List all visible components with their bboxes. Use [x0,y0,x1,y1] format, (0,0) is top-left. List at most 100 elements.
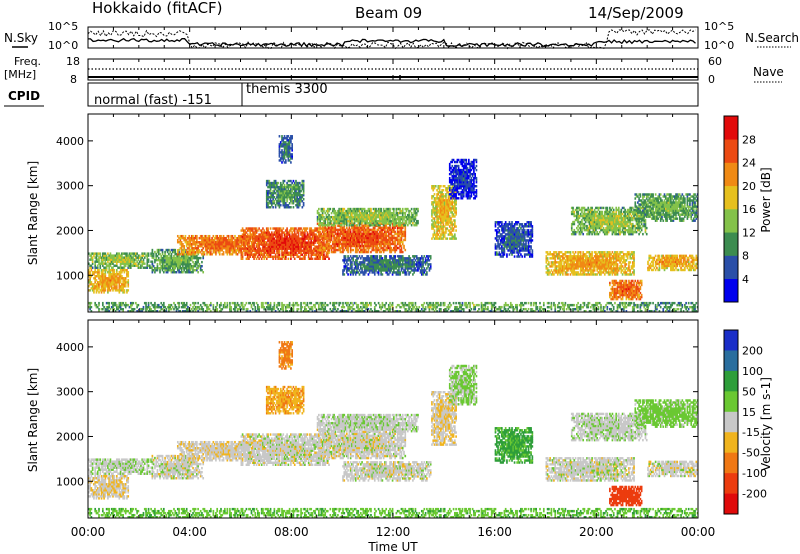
power-cell [201,234,203,238]
power-cell [234,249,236,252]
power-cell [197,256,199,260]
power-cell [434,185,437,188]
freq-label-1: Freq. [14,55,41,68]
power-cell [234,243,236,246]
power-cell [182,245,184,248]
power-cell [187,253,189,256]
power-cell [241,253,244,256]
power-cell [227,251,230,254]
date-title: 14/Sep/2009 [588,4,684,22]
power-cell [196,266,198,270]
power-cell [91,273,94,276]
power-cell [189,271,192,274]
power-cell [173,271,175,274]
power-cell [173,264,175,268]
power-cell [192,240,194,244]
power-cell [169,254,172,258]
power-cell [126,262,128,265]
power-cell [135,264,137,267]
power-cell [121,258,123,261]
power-cell [170,271,173,274]
power-cell [199,268,202,272]
power-cell [192,260,194,264]
power-cell [189,268,192,272]
power-cell [117,279,119,282]
freq-tick-18: 18 [66,55,80,68]
power-cell [100,268,103,272]
power-cell [197,247,199,250]
power-cell [109,260,112,263]
power-cell [123,279,126,282]
power-cell [112,256,114,259]
power-cell [176,260,179,264]
power-cell [100,260,103,263]
power-cell [204,247,207,250]
power-cell [121,256,123,259]
power-cell [117,266,119,269]
power-cell [188,268,191,272]
power-cell [89,279,91,282]
power-cell [100,289,103,292]
power-cell [220,234,222,238]
power-cell [176,266,179,270]
power-cell [230,238,233,242]
power-cell [152,264,155,268]
power-cell [193,243,196,246]
power-cell [199,243,202,246]
power-cell [220,249,222,252]
power-cell [227,240,230,244]
power-cell [133,258,136,261]
power-cell [114,287,117,290]
power-cell [107,277,109,280]
power-cell [133,260,136,263]
nave-tick-60: 60 [708,55,722,68]
power-cell [96,283,99,286]
power-cell [171,256,174,260]
power-cell [103,287,105,290]
power-cell [119,285,122,288]
power-cell [201,236,203,240]
power-cell [250,240,253,244]
power-cell [236,236,239,240]
power-cell [180,234,183,238]
power-cell [104,252,107,255]
power-cell [124,285,127,288]
power-cell [189,253,192,256]
power-cell [98,252,100,255]
power-cell [170,258,173,262]
power-cell [286,227,288,230]
power-cell [171,268,174,272]
power-cell [225,251,227,254]
power-cell [160,258,163,262]
power-cell [107,271,109,274]
power-cell [137,256,140,259]
power-cell [208,253,211,256]
power-cell [248,247,250,250]
power-cell [118,271,121,274]
power-cell [156,254,159,258]
power-cell [389,207,391,211]
power-cell [124,283,127,286]
power-cell [159,252,161,256]
power-cell [401,250,404,254]
power-cell [105,256,108,259]
power-cell [182,262,184,266]
power-cell [124,254,127,257]
power-cell [173,260,175,264]
power-cell [192,256,194,260]
power-cell [201,264,203,268]
power-cell [101,254,104,257]
power-cell [234,238,236,242]
power-cell [126,281,128,284]
power-cell [117,273,119,276]
power-cell [109,262,112,265]
power-cell [182,254,184,258]
power-cell [283,179,286,183]
power-cell [137,264,140,267]
power-cell [109,273,112,276]
power-cell [149,264,151,267]
power-cell [127,271,130,274]
power-cell [201,243,203,246]
power-cell [127,275,130,278]
